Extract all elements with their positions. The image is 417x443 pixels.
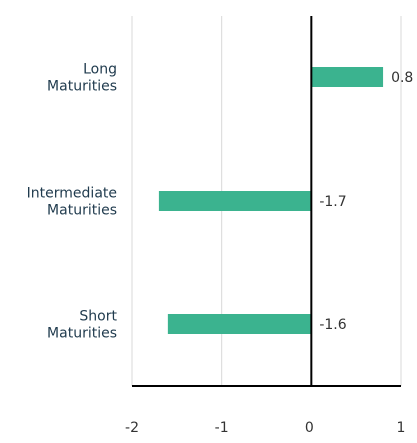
axes-layer [132,16,401,387]
category-label-2: Short Maturities [47,309,117,342]
value-label-1: -1.7 [319,194,346,210]
x-tick-label-1: -1 [215,420,229,436]
x-tick-label-3: 1 [397,420,406,436]
bar-0 [311,67,384,87]
category-label-0: Long Maturities [47,62,117,95]
value-label-2: -1.6 [319,317,346,333]
bar-2 [167,314,312,334]
bar-1 [158,191,312,211]
value-label-0: 0.8 [391,70,413,86]
labels-layer: Long Maturities Intermediate Maturities Shor… [27,62,414,437]
category-label-1: Intermediate Maturities [27,186,117,219]
x-tick-label-2: 0 [305,420,314,436]
bars-layer [158,67,384,334]
x-tick-label-0: -2 [125,420,139,436]
